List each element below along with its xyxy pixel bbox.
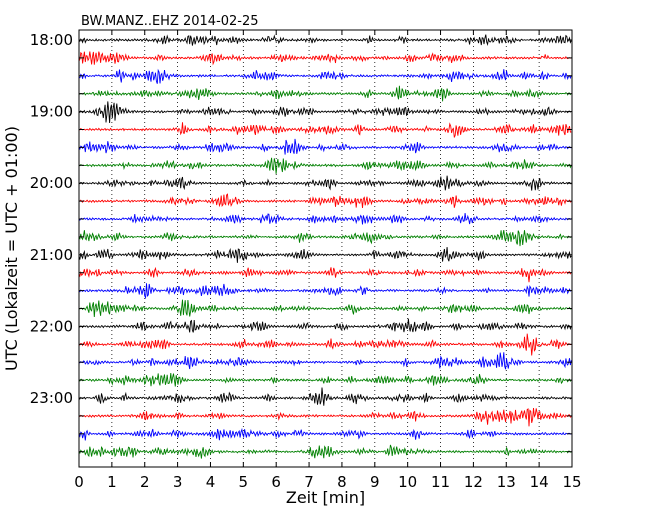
y-tick-label: 23:00 bbox=[30, 389, 73, 407]
trace-line bbox=[78, 283, 572, 300]
trace-line bbox=[79, 101, 572, 124]
x-tick-label: 3 bbox=[173, 473, 183, 491]
trace-line bbox=[78, 318, 572, 333]
y-tick-label: 19:00 bbox=[30, 103, 73, 121]
y-axis-ticks: 18:00 19:00 20:00 21:00 22:00 23:00 bbox=[30, 31, 572, 453]
trace-line bbox=[78, 372, 572, 387]
x-tick-label: 0 bbox=[74, 473, 84, 491]
trace-line bbox=[78, 85, 572, 102]
x-tick-label: 12 bbox=[464, 473, 483, 491]
x-tick-label: 4 bbox=[206, 473, 216, 491]
x-tick-label: 6 bbox=[271, 473, 281, 491]
y-axis-label: UTC (Lokalzeit = UTC + 01:00) bbox=[2, 126, 21, 371]
chart-title: BW.MANZ..EHZ 2014-02-25 bbox=[81, 14, 259, 29]
trace-line bbox=[78, 444, 572, 459]
x-tick-label: 15 bbox=[562, 473, 581, 491]
trace-line bbox=[78, 34, 572, 46]
plot-frame bbox=[78, 29, 573, 468]
x-tick-label: 5 bbox=[239, 473, 249, 491]
trace-line bbox=[78, 427, 572, 441]
trace-line bbox=[78, 299, 572, 318]
trace-line bbox=[78, 407, 572, 427]
y-tick-label: 20:00 bbox=[30, 174, 73, 192]
trace-line bbox=[78, 51, 572, 66]
x-tick-label: 2 bbox=[140, 473, 150, 491]
x-tick-label: 11 bbox=[431, 473, 450, 491]
trace-line bbox=[78, 68, 572, 84]
trace-line bbox=[78, 212, 572, 225]
trace-line bbox=[78, 230, 572, 247]
x-tick-label: 8 bbox=[337, 473, 347, 491]
trace-line bbox=[78, 352, 572, 370]
x-tick-label: 1 bbox=[107, 473, 117, 491]
x-tick-label: 13 bbox=[497, 473, 516, 491]
y-tick-label: 18:00 bbox=[30, 31, 73, 49]
trace-line bbox=[78, 333, 572, 356]
trace-line bbox=[78, 138, 572, 155]
y-tick-label: 22:00 bbox=[30, 317, 73, 335]
x-tick-label: 14 bbox=[530, 473, 549, 491]
x-axis-ticks: 0 1 2 3 4 5 6 7 8 9 10 11 12 13 14 15 bbox=[74, 30, 582, 491]
x-axis-label: Zeit [min] bbox=[286, 488, 365, 507]
x-tick-label: 7 bbox=[304, 473, 314, 491]
trace-line bbox=[78, 247, 572, 263]
trace-line bbox=[78, 157, 572, 174]
grid-lines bbox=[111, 30, 540, 467]
trace-group bbox=[78, 34, 572, 459]
trace-line bbox=[78, 266, 572, 283]
trace-line bbox=[78, 175, 572, 191]
x-tick-label: 10 bbox=[398, 473, 417, 491]
x-tick-label: 9 bbox=[370, 473, 380, 491]
trace-line bbox=[78, 387, 572, 406]
trace-line bbox=[78, 193, 572, 209]
trace-line bbox=[78, 122, 572, 138]
y-tick-label: 21:00 bbox=[30, 246, 73, 264]
